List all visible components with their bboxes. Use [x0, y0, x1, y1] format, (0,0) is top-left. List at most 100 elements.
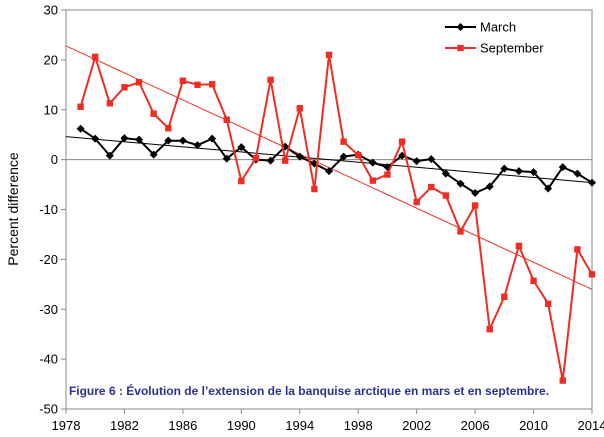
september-series [77, 51, 596, 384]
september-point [223, 116, 230, 123]
march-point [325, 167, 333, 176]
march-point [120, 134, 129, 143]
march-point [222, 154, 231, 163]
september-point [238, 177, 245, 185]
x-tick-label: 2010 [519, 418, 548, 433]
march-point [573, 169, 582, 178]
september-point [208, 81, 216, 88]
y-tick-label: -50 [39, 402, 58, 417]
september-point [150, 110, 157, 117]
chart-axes: -50 -40 -30 -20 -10 0 10 20 30 1978 1982 1986 1990 19… [39, 3, 604, 434]
september-point [559, 377, 566, 384]
x-tick-label: 2006 [461, 418, 490, 433]
march-point [558, 163, 567, 172]
march-point [266, 156, 275, 165]
march-point [193, 141, 202, 150]
x-tick-label: 1982 [110, 418, 139, 433]
y-tick-label: 20 [44, 52, 58, 67]
september-line [79, 53, 593, 381]
march-point [427, 155, 436, 164]
march-point [471, 189, 480, 198]
y-axis-label: Percent difference [5, 152, 21, 266]
september-point [501, 293, 508, 300]
march-point [544, 184, 553, 193]
y-tick-label: 0 [51, 152, 58, 167]
september-point [369, 177, 377, 184]
september-point [574, 246, 581, 253]
september-point [384, 171, 391, 178]
x-tick-label: 1978 [52, 418, 81, 433]
september-point [588, 271, 596, 278]
september-point [515, 242, 523, 250]
x-tick-label: 1990 [227, 418, 256, 433]
legend-march-marker [456, 23, 465, 31]
september-point [267, 76, 274, 84]
march-point [164, 136, 173, 145]
chart-legend: March September [445, 20, 544, 56]
september-point [179, 77, 187, 85]
march-point [76, 124, 85, 133]
september-point [296, 105, 303, 112]
x-tick-label: 1994 [285, 418, 314, 433]
september-point [194, 81, 201, 89]
september-point [325, 51, 333, 59]
plot-frame [65, 9, 593, 410]
september-point [311, 185, 318, 193]
september-point [428, 183, 435, 191]
y-tick-label: -20 [39, 252, 58, 267]
september-point [252, 154, 260, 162]
september-point [135, 79, 143, 86]
september-point [457, 228, 464, 235]
march-point [91, 134, 100, 143]
y-tick-label: -10 [39, 202, 58, 217]
x-tick-label: 1998 [344, 418, 373, 433]
september-point [355, 151, 362, 159]
march-line [80, 127, 593, 195]
march-point [178, 136, 187, 145]
march-point [237, 143, 246, 152]
september-point [471, 202, 479, 209]
legend-september-label: September [480, 41, 544, 56]
september-point [92, 53, 99, 61]
march-point [295, 152, 304, 161]
x-tick-label: 2014 [578, 418, 604, 433]
legend-march-label: March [480, 20, 516, 35]
september-point [77, 103, 84, 110]
figure-caption: Figure 6 : Évolution de l’extension de l… [69, 383, 549, 398]
legend-september-marker [457, 44, 464, 52]
march-point [588, 178, 596, 187]
september-point [530, 277, 537, 285]
september-point [486, 326, 493, 333]
march-point [500, 164, 509, 173]
x-tick-label: 1986 [168, 418, 197, 433]
march-point [339, 152, 348, 161]
september-point [106, 100, 114, 107]
march-point [485, 182, 494, 191]
x-tick-label: 2002 [402, 418, 431, 433]
march-point [456, 179, 465, 188]
march-point [529, 168, 538, 177]
march-point [412, 157, 421, 166]
march-point [105, 151, 114, 160]
september-point [281, 157, 289, 164]
september-point [413, 198, 420, 206]
september-point [544, 300, 552, 307]
data-series [76, 51, 596, 384]
march-series [76, 124, 596, 198]
march-point [514, 167, 523, 176]
march-point [135, 135, 144, 144]
september-point [442, 192, 450, 199]
y-tick-label: -40 [39, 352, 58, 367]
september-point [398, 138, 406, 145]
march-point [208, 134, 217, 143]
y-tick-label: 10 [44, 102, 58, 117]
march-trend-line [65, 136, 593, 184]
september-point [165, 125, 172, 132]
march-point [149, 150, 158, 159]
y-tick-label: 30 [44, 3, 58, 18]
y-tick-label: -30 [39, 302, 58, 317]
march-point [441, 169, 450, 178]
september-point [340, 138, 347, 145]
march-point [368, 158, 377, 167]
